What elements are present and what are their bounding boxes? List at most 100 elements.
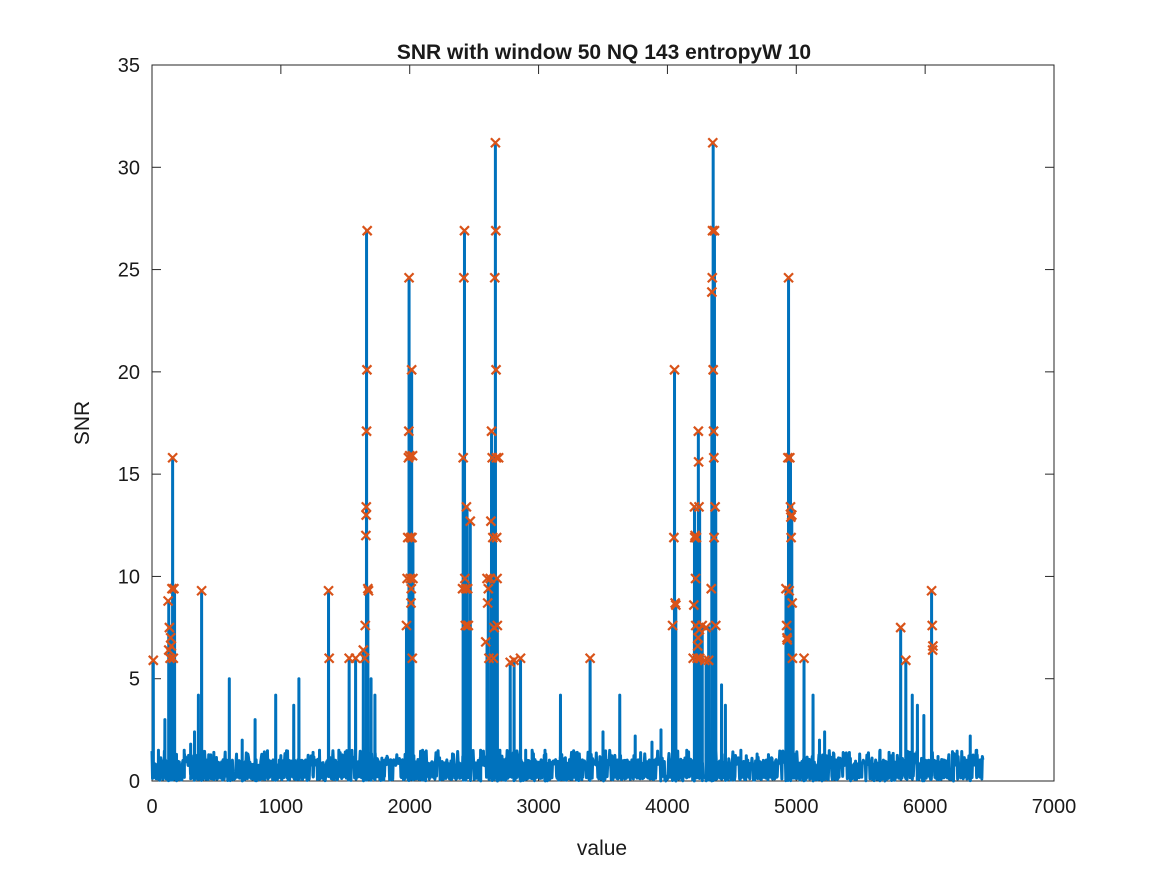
peak-marker (781, 632, 793, 644)
peak-marker (706, 286, 718, 298)
peak-marker (402, 532, 414, 543)
peak-marker (781, 634, 793, 646)
peak-marker (323, 652, 335, 664)
peak-marker (358, 644, 369, 656)
peak-marker (148, 655, 159, 666)
peak-marker (703, 655, 714, 666)
peak-marker (404, 450, 415, 462)
peak-marker (350, 652, 361, 664)
x-tick-label: 7000 (1032, 796, 1077, 818)
peak-marker (464, 515, 476, 527)
peak-marker (782, 452, 794, 464)
peak-marker (361, 501, 372, 513)
peak-marker (164, 652, 176, 664)
peak-marker (403, 425, 415, 437)
peak-marker (515, 652, 526, 664)
peak-marker (669, 364, 680, 376)
y-tick-label: 30 (118, 157, 140, 179)
peak-marker (787, 652, 798, 664)
peak-marker (926, 585, 937, 597)
peak-marker (405, 583, 417, 594)
peak-marker (707, 225, 718, 236)
peak-marker (457, 452, 469, 464)
peak-marker (166, 583, 178, 594)
peak-marker (458, 272, 470, 284)
peak-marker (927, 644, 938, 656)
snr-series-line (150, 141, 985, 783)
peak-marker (488, 652, 499, 664)
peak-marker (784, 452, 796, 464)
plot-area (148, 64, 1055, 783)
peak-marker (363, 585, 374, 597)
peak-marker (491, 452, 502, 464)
y-axis-label: SNR (71, 401, 94, 445)
x-tick-label: 4000 (645, 796, 690, 818)
peak-marker (462, 583, 473, 594)
peak-marker (489, 272, 501, 284)
x-tick-label: 3000 (516, 796, 561, 818)
peak-marker (407, 573, 419, 584)
peak-marker (481, 573, 493, 584)
snr-line-path (150, 141, 985, 783)
peak-marker (692, 640, 703, 652)
peak-marker (403, 272, 415, 284)
peak-marker (359, 620, 371, 631)
peak-marker (785, 532, 797, 543)
peak-marker (167, 652, 179, 664)
peak-marker (361, 225, 373, 236)
peak-marker (480, 636, 492, 648)
y-tick-label: 0 (129, 771, 140, 793)
peak-marker (485, 515, 497, 527)
y-tick-label: 10 (118, 566, 140, 588)
peak-marker (401, 620, 412, 631)
peak-marker (406, 364, 417, 376)
peak-marker (405, 597, 417, 609)
peak-marker (406, 532, 418, 543)
peak-marker (490, 137, 501, 149)
peak-marker (584, 652, 596, 664)
peak-marker (693, 456, 704, 468)
peak-marker (786, 509, 798, 521)
peak-marker (486, 425, 497, 437)
peak-marker (493, 452, 504, 464)
peak-marker (691, 532, 702, 543)
peak-marker (693, 425, 704, 437)
peak-marker (709, 225, 720, 236)
x-tick-label: 2000 (387, 796, 432, 818)
peak-marker (360, 509, 372, 521)
peak-marker (463, 620, 474, 631)
peak-marker (710, 620, 722, 631)
peak-marker (460, 583, 472, 594)
peak-marker (689, 532, 701, 543)
peak-marker (708, 452, 720, 464)
peak-marker (708, 425, 719, 437)
peak-marker (405, 573, 416, 584)
peak-marker (900, 655, 912, 666)
peak-marker (670, 599, 682, 611)
peak-marker (166, 640, 177, 652)
peak-marker (492, 620, 503, 631)
peak-marker (407, 450, 418, 462)
peak-marker (926, 620, 938, 631)
peak-marker (359, 652, 370, 664)
y-tick-label: 5 (129, 669, 140, 691)
peak-marker (361, 364, 373, 376)
peak-marker (167, 452, 178, 464)
peak-marker (705, 583, 717, 594)
peak-marker (895, 622, 906, 633)
peak-marker (482, 597, 493, 609)
peak-marker (483, 583, 494, 594)
y-tick-label: 20 (118, 362, 140, 384)
peak-marker (798, 652, 810, 664)
peak-marker (699, 655, 711, 666)
peak-marker (168, 583, 180, 594)
peak-marker (706, 272, 718, 284)
x-axis-label: value (577, 837, 627, 860)
x-tick-label: 1000 (259, 796, 304, 818)
x-tick-label: 0 (146, 796, 157, 818)
peak-marker (781, 620, 792, 631)
peak-marker (487, 532, 499, 543)
x-tick-labels: 0 1000 2000 3000 4000 5000 6000 7000 (146, 796, 1076, 818)
peak-marker (785, 501, 796, 513)
peak-marker (323, 585, 334, 597)
